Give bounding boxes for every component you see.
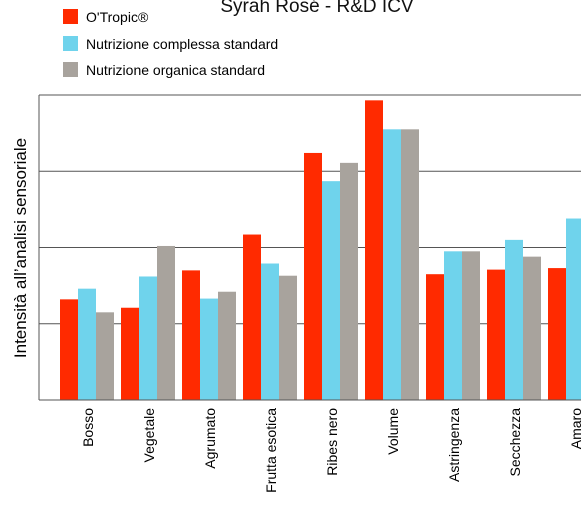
- bar-organica: [218, 291, 236, 400]
- plot-area: Bosso Vegetale Agrumato Frutta esotica Ribes…: [38, 94, 581, 493]
- chart-title: Syrah Rosé - R&D ICV: [220, 0, 414, 17]
- bar-otropic: [487, 269, 505, 400]
- bars: [60, 100, 581, 401]
- x-tick-label: Amaro: [568, 408, 581, 449]
- bar-complessa: [383, 129, 401, 400]
- x-tick-label: Vegetale: [141, 408, 157, 463]
- bar-otropic: [365, 100, 383, 401]
- legend-label-otropic: O'Tropic®: [86, 9, 149, 25]
- x-tick-label: Bosso: [80, 408, 96, 447]
- bar-organica: [279, 275, 297, 400]
- y-axis-title: Intensità all’analisi sensoriale: [11, 138, 30, 358]
- legend-swatch-organica: [63, 62, 78, 77]
- x-tick-label: Volume: [385, 408, 401, 455]
- bar-organica: [401, 129, 419, 400]
- x-tick-label: Frutta esotica: [263, 408, 279, 493]
- legend-swatch-complessa: [63, 36, 78, 51]
- x-tick-label: Astringenza: [446, 408, 462, 482]
- x-tick-label: Ribes nero: [324, 408, 340, 476]
- bar-complessa: [261, 263, 279, 400]
- legend-label-complessa: Nutrizione complessa standard: [86, 36, 278, 52]
- bar-otropic: [182, 270, 200, 400]
- bar-otropic: [121, 307, 139, 400]
- x-tick-label: Agrumato: [202, 408, 218, 469]
- x-tick-labels: Bosso Vegetale Agrumato Frutta esotica Ribes…: [80, 408, 581, 493]
- bar-otropic: [548, 268, 566, 400]
- legend-label-organica: Nutrizione organica standard: [86, 62, 265, 78]
- bar-organica: [523, 256, 541, 400]
- bar-otropic: [60, 299, 78, 400]
- bar-complessa: [78, 288, 96, 400]
- bar-otropic: [304, 152, 322, 400]
- bar-organica: [462, 251, 480, 400]
- bar-organica: [340, 162, 358, 400]
- bar-organica: [96, 312, 114, 400]
- bar-otropic: [426, 274, 444, 400]
- bar-complessa: [200, 298, 218, 400]
- legend: O'Tropic® Nutrizione complessa standard …: [63, 9, 278, 78]
- bar-complessa: [444, 251, 462, 400]
- bar-otropic: [243, 234, 261, 400]
- bar-complessa: [566, 218, 581, 400]
- bar-complessa: [322, 181, 340, 400]
- bar-complessa: [139, 276, 157, 400]
- bar-complessa: [505, 239, 523, 400]
- bar-organica: [157, 245, 175, 400]
- legend-swatch-otropic: [63, 9, 78, 24]
- x-tick-label: Secchezza: [507, 408, 523, 477]
